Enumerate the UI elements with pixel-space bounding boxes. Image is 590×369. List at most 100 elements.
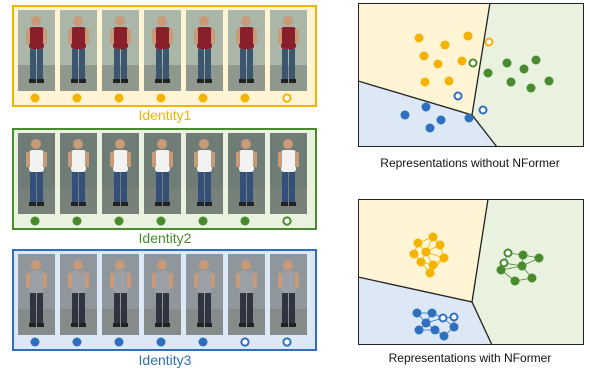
scatter-panel-without-nformer [357, 2, 584, 148]
identity-label-2: Identity2 [138, 230, 192, 246]
panel-border [358, 199, 584, 345]
person-photo [144, 133, 181, 214]
scatter-plot-with-nformer [357, 198, 584, 346]
person-photo [228, 133, 265, 214]
filled-point [506, 77, 516, 87]
filled-marker [156, 216, 166, 226]
filled-marker [156, 93, 166, 103]
filled-point [421, 318, 431, 328]
hollow-point [468, 58, 478, 68]
filled-point [427, 308, 437, 318]
filled-marker [72, 93, 82, 103]
region-green [472, 199, 584, 345]
filled-point [519, 64, 529, 74]
filled-point [409, 249, 419, 259]
person-photo [144, 254, 181, 335]
filled-marker [72, 216, 82, 226]
filled-point [414, 33, 424, 43]
scatter-panel-with-nformer [357, 198, 584, 346]
person-photo [228, 254, 265, 335]
filled-point [449, 322, 459, 332]
filled-point [435, 240, 445, 250]
filled-point [414, 325, 424, 335]
hollow-point [503, 248, 513, 258]
filled-point [421, 102, 431, 112]
identity-box-2 [12, 128, 317, 230]
filled-point [463, 31, 473, 41]
filled-point [527, 273, 537, 283]
filled-point [457, 56, 467, 66]
hollow-point [438, 313, 448, 323]
identity-label-1: Identity1 [138, 107, 192, 123]
person-photo [186, 10, 223, 91]
hollow-point [499, 258, 509, 268]
person-photo [186, 133, 223, 214]
region-blue [358, 277, 492, 345]
identity-markers [30, 93, 292, 103]
filled-point [510, 276, 520, 286]
filled-point [444, 76, 454, 86]
filled-marker [240, 93, 250, 103]
filled-point [420, 77, 430, 87]
filled-point [517, 261, 527, 271]
person-photo [228, 10, 265, 91]
person-photo [60, 133, 97, 214]
filled-marker [114, 216, 124, 226]
decision-boundary [357, 276, 493, 346]
hollow-point [453, 91, 463, 101]
filled-point [439, 253, 449, 263]
identity-markers [30, 337, 292, 347]
filled-marker [198, 337, 208, 347]
person-photo [270, 254, 307, 335]
person-photo [270, 10, 307, 91]
filled-point [400, 110, 410, 120]
filled-marker [30, 337, 40, 347]
hollow-point [478, 105, 488, 115]
hollow-point [484, 37, 494, 47]
filled-point [518, 250, 528, 260]
person-photo [18, 10, 55, 91]
filled-point [416, 257, 426, 267]
identity-box-1 [12, 5, 317, 107]
hollow-marker [282, 216, 292, 226]
filled-point [464, 113, 474, 123]
decision-boundary [471, 2, 491, 116]
filled-point [413, 238, 423, 248]
person-photo [18, 133, 55, 214]
hollow-point [449, 312, 459, 322]
scatter-plot-without-nformer [357, 2, 584, 148]
person-photo [144, 10, 181, 91]
person-photo [270, 133, 307, 214]
filled-point [526, 83, 536, 93]
filled-point [439, 331, 449, 341]
person-photo [60, 10, 97, 91]
filled-point [425, 268, 435, 278]
caption-with-nformer: Representations with NFormer [388, 351, 552, 365]
identity-label-3: Identity3 [138, 352, 192, 368]
filled-marker [30, 216, 40, 226]
hollow-marker [282, 337, 292, 347]
filled-point [440, 40, 450, 50]
filled-marker [114, 337, 124, 347]
person-photo [60, 254, 97, 335]
person-photo [102, 133, 139, 214]
filled-point [531, 55, 541, 65]
filled-point [419, 51, 429, 61]
filled-marker [240, 216, 250, 226]
filled-marker [30, 93, 40, 103]
hollow-marker [240, 337, 250, 347]
filled-marker [198, 93, 208, 103]
filled-point [502, 58, 512, 68]
person-photo [186, 254, 223, 335]
filled-point [412, 308, 422, 318]
filled-point [425, 123, 435, 133]
filled-marker [156, 337, 166, 347]
filled-point [483, 68, 493, 78]
filled-point [433, 59, 443, 69]
person-photo [102, 254, 139, 335]
filled-point [428, 232, 438, 242]
filled-point [421, 247, 431, 257]
filled-point [430, 325, 440, 335]
filled-point [534, 253, 544, 263]
region-blue [358, 81, 497, 147]
